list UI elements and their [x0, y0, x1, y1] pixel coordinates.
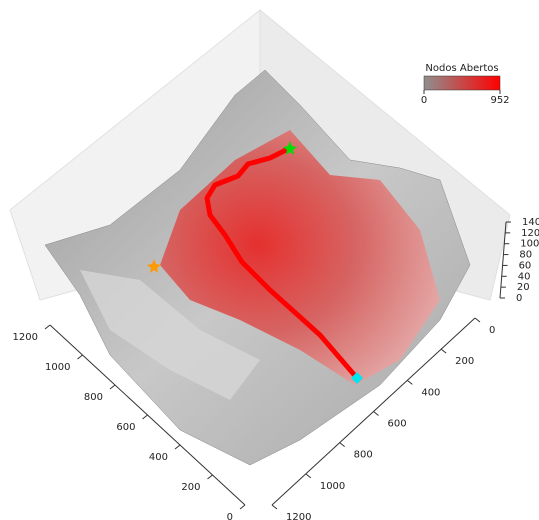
tick-label: 400: [149, 452, 168, 463]
chart: Nodos Abertos 02004006008001000120002004…: [0, 0, 539, 520]
tick-mark: [208, 475, 213, 479]
tick-label: 400: [421, 387, 440, 398]
tick-label: 600: [116, 422, 135, 433]
tick-label: 800: [354, 450, 373, 461]
tick-label: 120: [521, 228, 539, 239]
tick-mark: [45, 325, 50, 329]
tick-mark: [374, 412, 379, 416]
tick-label: 140: [522, 217, 539, 228]
tick-label: 1000: [320, 481, 345, 492]
tick-label: 200: [181, 482, 200, 493]
tick-mark: [110, 385, 115, 389]
tick-mark: [143, 415, 148, 419]
tick-mark: [175, 445, 180, 449]
colorbar-tick-label: 952: [490, 95, 509, 106]
tick-mark: [475, 318, 480, 322]
tick-mark: [407, 380, 412, 384]
tick-mark: [306, 474, 311, 478]
tick-label: 0: [227, 512, 233, 520]
tick-label: 1000: [45, 362, 70, 373]
tick-label: 40: [518, 271, 531, 282]
tick-label: 20: [517, 282, 530, 293]
tick-label: 100: [520, 239, 539, 250]
tick-label: 1200: [286, 512, 311, 520]
tick-mark: [340, 443, 345, 447]
tick-mark: [272, 505, 277, 509]
tick-label: 200: [455, 356, 474, 367]
tick-label: 0: [489, 325, 495, 336]
colorbar-title: Nodos Abertos: [425, 63, 498, 74]
tick-label: 60: [519, 260, 532, 271]
tick-mark: [78, 355, 83, 359]
tick-label: 800: [84, 392, 103, 403]
tick-label: 80: [519, 250, 532, 261]
tick-label: 600: [388, 419, 407, 430]
colorbar: [424, 76, 500, 90]
tick-label: 1200: [13, 332, 38, 343]
tick-mark: [240, 505, 245, 509]
colorbar-tick-label: 0: [421, 95, 427, 106]
tick-mark: [441, 349, 446, 353]
tick-label: 0: [516, 293, 522, 304]
